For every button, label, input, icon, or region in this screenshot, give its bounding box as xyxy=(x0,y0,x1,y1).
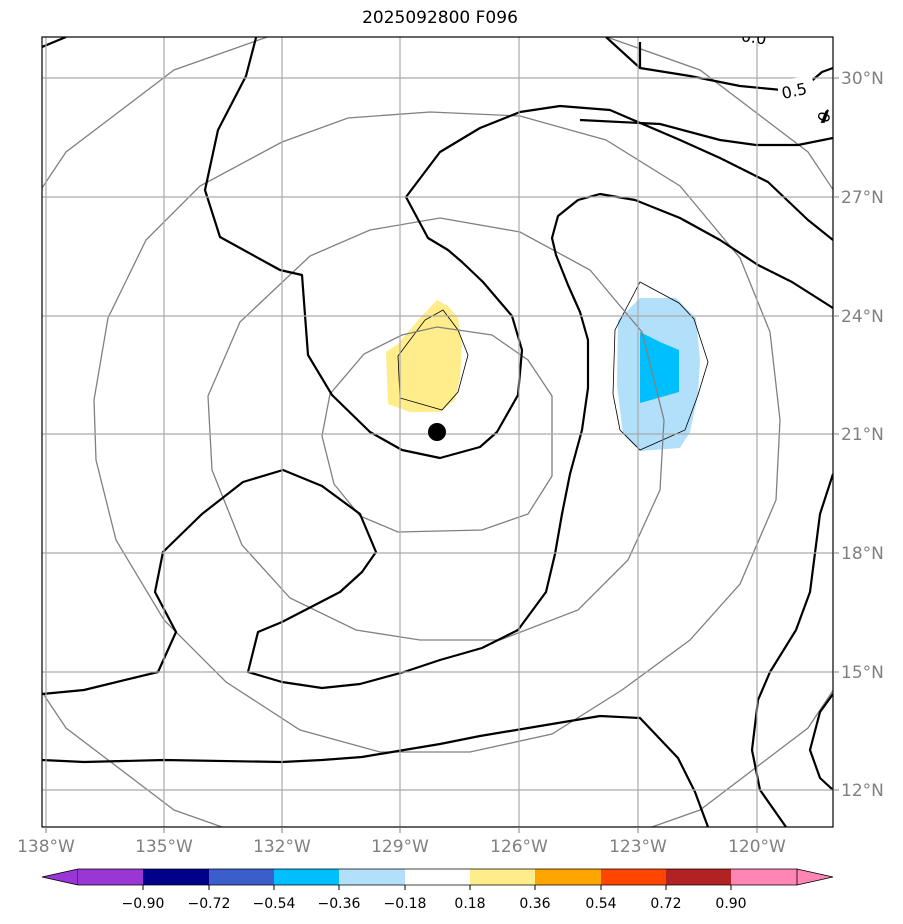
colorbar-segment-0 xyxy=(78,869,143,885)
colorbar-segment-9 xyxy=(666,869,731,885)
colorbar-segment-8 xyxy=(601,869,666,885)
lon-label-138w: 138°W xyxy=(17,837,75,857)
lon-label-132w: 132°W xyxy=(253,837,311,857)
map-plot-area: 0.0 0.5 0 xyxy=(42,26,834,827)
colorbar-extend-low xyxy=(41,868,79,886)
colorbar-tick-5: 0.18 xyxy=(454,896,485,912)
contour-label-mid: 0.5 xyxy=(780,79,809,103)
colorbar-segment-4 xyxy=(339,869,405,885)
small-contour-loop xyxy=(820,109,829,123)
colorbar-tick-0: −0.90 xyxy=(122,896,165,912)
colorbar-segment-5 xyxy=(405,869,470,885)
map-title: 2025092800 F096 xyxy=(362,8,518,28)
lon-label-135w: 135°W xyxy=(135,837,193,857)
latitude-axis xyxy=(833,77,839,791)
longitude-axis xyxy=(45,827,758,833)
colorbar-tick-3: −0.36 xyxy=(318,896,361,912)
contour-label-top: 0.0 xyxy=(740,26,768,48)
colorbar-tick-9: 0.90 xyxy=(715,896,746,912)
colorbar-segment-10 xyxy=(731,869,797,885)
lat-label-24n: 24°N xyxy=(841,307,884,327)
colorbar-segment-2 xyxy=(209,869,274,885)
lat-label-27n: 27°N xyxy=(841,188,884,208)
lon-label-126w: 126°W xyxy=(490,837,548,857)
colorbar-segment-3 xyxy=(274,869,339,885)
colorbar xyxy=(41,868,834,890)
contour-label-right: 0 xyxy=(813,109,834,125)
colorbar-tick-8: 0.72 xyxy=(650,896,681,912)
positive-anomaly-shade xyxy=(386,300,462,412)
colorbar-extend-high xyxy=(796,868,834,886)
lon-label-120w: 120°W xyxy=(728,837,786,857)
distance-rings xyxy=(42,37,833,827)
lat-label-21n: 21°N xyxy=(841,425,884,445)
colorbar-tick-7: 0.54 xyxy=(585,896,616,912)
colorbar-tick-2: −0.54 xyxy=(253,896,296,912)
graticule xyxy=(42,37,833,827)
lat-label-30n: 30°N xyxy=(841,69,884,89)
negative-anomaly-outline xyxy=(612,281,709,451)
colorbar-tick-4: −0.18 xyxy=(384,896,427,912)
lat-label-15n: 15°N xyxy=(841,663,884,683)
lat-label-12n: 12°N xyxy=(841,781,884,801)
colorbar-segment-6 xyxy=(470,869,535,885)
lat-label-18n: 18°N xyxy=(841,544,884,564)
lon-label-123w: 123°W xyxy=(609,837,667,857)
colorbar-tick-6: 0.36 xyxy=(519,896,550,912)
storm-center-dot xyxy=(428,423,446,441)
lon-label-129w: 129°W xyxy=(371,837,429,857)
colorbar-segment-7 xyxy=(535,869,601,885)
map-frame xyxy=(41,36,834,828)
colorbar-segment-1 xyxy=(143,869,209,885)
negative-anomaly-shade-strong xyxy=(640,332,679,403)
colorbar-tick-1: −0.72 xyxy=(188,896,231,912)
